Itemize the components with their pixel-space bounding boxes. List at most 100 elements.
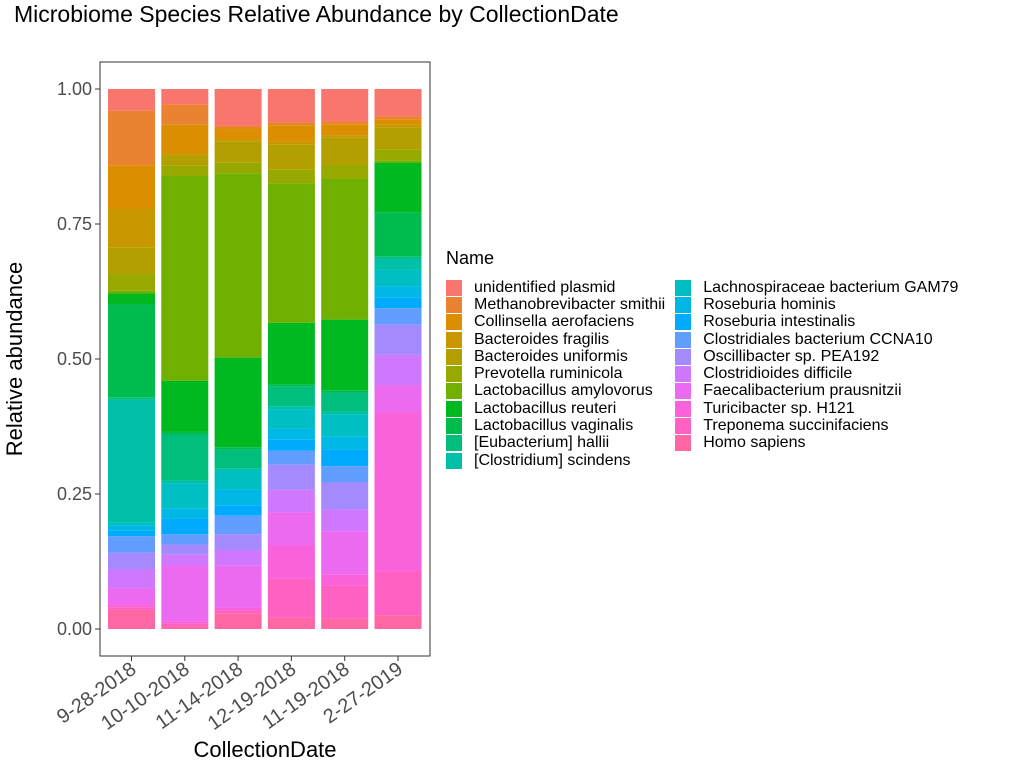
- bar-segment: [374, 297, 422, 309]
- x-axis-title: CollectionDate: [193, 737, 336, 762]
- legend-label: Lactobacillus amylovorus: [474, 382, 653, 400]
- y-axis-title: Relative abundance: [2, 262, 27, 456]
- legend-swatch: [446, 366, 462, 383]
- bar-segment: [374, 324, 422, 355]
- legend-item: Roseburia intestinalis: [675, 313, 958, 331]
- bar-segment: [374, 124, 422, 128]
- bar-segment: [374, 269, 422, 287]
- bar-segment: [267, 578, 315, 618]
- bar-segment: [267, 450, 315, 465]
- bar-segment: [108, 209, 155, 248]
- bar-segment: [374, 160, 422, 164]
- legend-label: Homo sapiens: [703, 434, 806, 452]
- bar-segment: [374, 385, 422, 413]
- bar-segment: [108, 536, 155, 553]
- bar-segment: [267, 489, 315, 513]
- bar-segment: [161, 431, 209, 435]
- bar-segment: [108, 522, 155, 526]
- bar-segment: [214, 447, 262, 450]
- legend-swatch: [675, 435, 692, 452]
- legend-label: Oscillibacter sp. PEA192: [703, 347, 880, 365]
- legend-columns: unidentified plasmid Methanobrevibacter s…: [446, 279, 958, 469]
- bar-segment: [267, 144, 315, 170]
- bar-segment: [374, 412, 422, 572]
- legend-label: Faecalibacterium prausnitzii: [703, 382, 902, 400]
- legend-swatch: [675, 400, 692, 417]
- legend-item: Lactobacillus vaginalis: [446, 417, 665, 434]
- bar-segment: [267, 617, 315, 629]
- bar-segment: [214, 449, 262, 469]
- legend-item: [Eubacterium] hallii: [446, 434, 665, 452]
- bar-segment: [321, 449, 369, 467]
- legend-swatch: [675, 331, 692, 348]
- bar-segment: [214, 549, 262, 566]
- bar-segment: [108, 552, 155, 569]
- bar-segment: [374, 258, 422, 270]
- bar-segment: [321, 89, 369, 122]
- legend-label: Collinsella aerofaciens: [474, 313, 635, 331]
- legend-label: Clostridiales bacterium CCNA10: [703, 330, 933, 348]
- bar-segment: [108, 293, 155, 305]
- bar-segment: [108, 569, 155, 589]
- bar-segment: [214, 565, 262, 608]
- bar-segment: [267, 322, 315, 385]
- legend-item: Treponema succinifaciens: [675, 417, 958, 434]
- bar-segment: [267, 545, 315, 579]
- legend-swatch: [675, 296, 692, 313]
- legend-label: Roseburia intestinalis: [703, 313, 856, 331]
- bar-segment: [374, 116, 422, 120]
- legend-label: Roseburia hominis: [703, 295, 836, 313]
- legend-label: Clostridioides difficile: [703, 365, 853, 383]
- bar-segment: [321, 390, 369, 393]
- legend-item: Clostridiales bacterium CCNA10: [675, 331, 958, 348]
- legend-item: Oscillibacter sp. PEA192: [675, 348, 958, 365]
- bar-segment: [108, 247, 155, 275]
- bar-segment: [214, 468, 262, 471]
- bar-segment: [267, 169, 315, 184]
- legend-swatch: [675, 279, 692, 296]
- bar-segment: [374, 571, 422, 616]
- legend-swatch: [446, 279, 462, 296]
- chart-title: Microbiome Species Relative Abundance by…: [14, 1, 619, 27]
- legend-label: Lachnospiraceae bacterium GAM79: [703, 278, 959, 296]
- bar-segment: [321, 121, 369, 125]
- bar-segment: [214, 613, 262, 629]
- bar-segment: [214, 125, 262, 129]
- legend-item: [Clostridium] scindens: [446, 452, 665, 469]
- bar-segment: [214, 139, 262, 142]
- legend-item: Bacteroides uniformis: [446, 348, 665, 365]
- legend-item: Methanobrevibacter smithii: [446, 296, 665, 313]
- y-tick-label: 0.75: [57, 214, 92, 234]
- legend-column: Lachnospiraceae bacterium GAM79 Roseburia…: [675, 279, 958, 469]
- bar-segment: [161, 544, 209, 555]
- legend-swatch: [446, 314, 462, 331]
- legend-item: Bacteroides fragilis: [446, 331, 665, 348]
- legend: Name unidentified plasmid Methanobrevibac…: [446, 248, 958, 469]
- bar-segment: [161, 380, 209, 432]
- bar-segment: [214, 173, 262, 358]
- bar-segment: [374, 256, 422, 259]
- bar-segment: [321, 509, 369, 532]
- bar-segment: [108, 304, 155, 398]
- bar-segment: [267, 384, 315, 387]
- bar-segment: [267, 439, 315, 451]
- bar-segment: [161, 155, 209, 166]
- bar-segment: [374, 354, 422, 386]
- legend-swatch: [446, 435, 462, 452]
- legend-swatch: [675, 383, 692, 400]
- bar-segment: [161, 508, 209, 519]
- bar-segment: [214, 141, 262, 163]
- bar-segment: [214, 505, 262, 516]
- bar-segment: [267, 406, 315, 410]
- legend-label: Prevotella ruminicola: [474, 365, 623, 383]
- legend-item: Roseburia hominis: [675, 296, 958, 313]
- bar-segment: [321, 164, 369, 179]
- bar-segment: [321, 411, 369, 415]
- bar-segment: [214, 607, 262, 611]
- bar-segment: [214, 470, 262, 490]
- legend-item: unidentified plasmid: [446, 279, 665, 296]
- bar-segment: [267, 428, 315, 440]
- legend-title: Name: [446, 248, 495, 268]
- legend-swatch: [446, 383, 462, 400]
